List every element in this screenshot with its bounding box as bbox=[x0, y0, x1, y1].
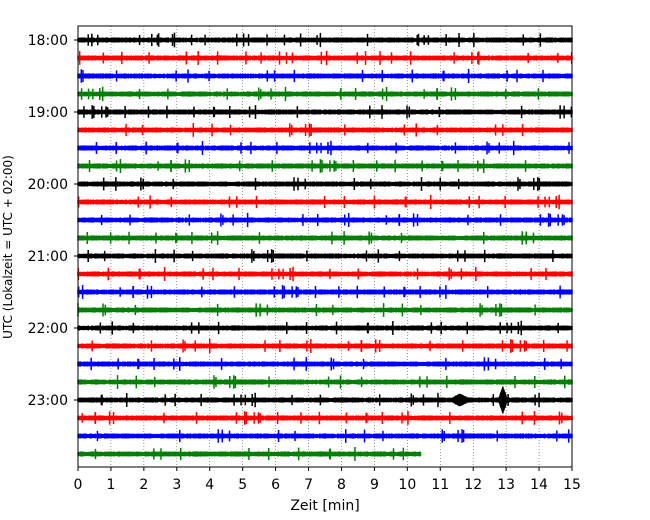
seismic-traces bbox=[77, 32, 573, 462]
x-tick-label: 13 bbox=[497, 477, 515, 493]
x-tick-label: 5 bbox=[238, 477, 247, 493]
trace-1830 bbox=[77, 68, 573, 84]
x-tick-label: 1 bbox=[106, 477, 115, 493]
x-tick-label: 12 bbox=[464, 477, 482, 493]
x-tick-label: 3 bbox=[172, 477, 181, 493]
x-tick-label: 7 bbox=[304, 477, 313, 493]
y-tick-label: 18:00 bbox=[28, 33, 68, 49]
x-tick-label: 14 bbox=[530, 477, 548, 493]
y-axis-ticks: 18:00 19:00 20:00 21:00 22:00 23:00 bbox=[28, 33, 78, 409]
plot-frame bbox=[77, 25, 573, 468]
trace-2245 bbox=[77, 375, 573, 389]
trace-1930 bbox=[77, 140, 573, 156]
trace-2045 bbox=[77, 231, 573, 245]
trace-2230 bbox=[77, 357, 573, 371]
trace-2100 bbox=[77, 249, 573, 263]
trace-2000 bbox=[77, 177, 573, 191]
x-tick-label: 0 bbox=[74, 477, 83, 493]
x-axis-label: Zeit [min] bbox=[290, 498, 359, 514]
x-tick-label: 8 bbox=[337, 477, 346, 493]
x-tick-label: 4 bbox=[205, 477, 214, 493]
x-tick-label: 11 bbox=[431, 477, 449, 493]
x-tick-label: 9 bbox=[370, 477, 379, 493]
trace-1900 bbox=[77, 105, 573, 119]
trace-2030 bbox=[77, 212, 573, 228]
trace-1800 bbox=[77, 32, 573, 48]
trace-2215 bbox=[77, 338, 573, 354]
x-tick-label: 2 bbox=[139, 477, 148, 493]
trace-2015 bbox=[77, 194, 573, 210]
y-tick-label: 19:00 bbox=[28, 105, 68, 121]
y-tick-label: 21:00 bbox=[28, 249, 68, 265]
y-axis-label: UTC (Lokalzeit = UTC + 02:00) bbox=[1, 155, 15, 339]
trace-2345 bbox=[77, 446, 422, 462]
trace-2130 bbox=[77, 284, 573, 300]
trace-1845 bbox=[77, 86, 573, 102]
x-tick-label: 10 bbox=[398, 477, 416, 493]
x-axis-ticks: 0 1 2 3 4 5 6 7 8 9 10 11 12 13 14 15 bbox=[74, 467, 581, 493]
trace-2315 bbox=[77, 411, 573, 425]
x-tick-label: 6 bbox=[271, 477, 280, 493]
trace-1815 bbox=[77, 50, 573, 66]
x-tick-label: 15 bbox=[563, 477, 581, 493]
trace-1945 bbox=[77, 158, 573, 174]
y-tick-label: 23:00 bbox=[28, 393, 68, 409]
y-tick-label: 20:00 bbox=[28, 177, 68, 193]
trace-2330 bbox=[77, 429, 573, 443]
trace-2300 bbox=[77, 386, 573, 414]
trace-1915 bbox=[77, 123, 573, 137]
trace-2145 bbox=[77, 303, 573, 317]
y-tick-label: 22:00 bbox=[28, 321, 68, 337]
trace-2115 bbox=[77, 266, 573, 282]
trace-2200 bbox=[77, 320, 573, 336]
